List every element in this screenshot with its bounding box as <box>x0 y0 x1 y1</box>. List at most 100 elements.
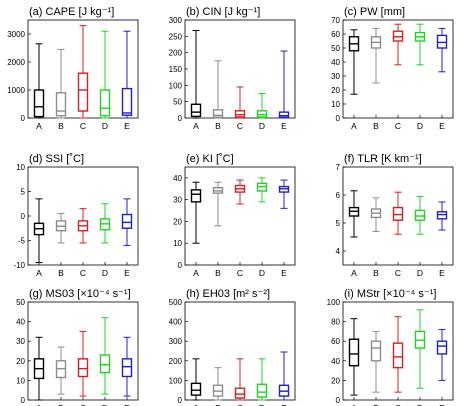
panel-title: (b) CIN [J kg⁻¹] <box>186 6 260 18</box>
box-B: B <box>55 213 67 278</box>
y-tick-label: 500 <box>169 298 183 307</box>
box-A: A <box>33 198 45 278</box>
category-label: C <box>237 268 243 278</box>
box-D: D <box>256 358 268 406</box>
y-tick-label: 5 <box>336 219 341 228</box>
box-B: B <box>55 346 67 406</box>
y-tick-label: 10 <box>16 163 25 172</box>
box-B: B <box>212 181 224 278</box>
box-A: A <box>190 358 202 406</box>
iqr-box <box>234 110 246 118</box>
iqr-box <box>256 110 268 118</box>
category-label: D <box>417 403 423 406</box>
category-label: C <box>237 121 243 131</box>
category-label: B <box>215 268 221 278</box>
box-A: A <box>348 318 360 406</box>
box-C: C <box>234 179 246 278</box>
box-A: A <box>190 29 202 131</box>
iqr-box <box>121 87 133 116</box>
category-label: B <box>373 403 379 406</box>
y-tick-label: 40 <box>331 58 340 67</box>
category-label: C <box>395 403 401 406</box>
iqr-box <box>99 89 111 117</box>
y-tick-label: 100 <box>169 81 183 90</box>
box-B: B <box>212 367 224 406</box>
y-tick-label: -10 <box>13 261 25 270</box>
y-tick-label: 200 <box>169 357 183 366</box>
y-tick-label: 10 <box>173 239 182 248</box>
y-tick-label: 2000 <box>7 58 25 67</box>
iqr-box <box>234 387 246 399</box>
y-tick-label: 250 <box>169 32 183 41</box>
y-tick-label: 0 <box>178 114 183 123</box>
panel-6: (f) TLR [K km⁻¹] 4 5 6 7 A B C D E <box>336 153 454 278</box>
panel-title: (a) CAPE [J kg⁻¹] <box>29 6 114 18</box>
category-label: C <box>237 403 243 406</box>
panel-title: (i) MStr [×10⁻⁴ s⁻¹] <box>344 288 436 300</box>
category-label: D <box>259 121 265 131</box>
category-label: E <box>124 121 130 131</box>
y-tick-label: 30 <box>16 337 25 346</box>
y-tick-label: 0 <box>178 261 183 270</box>
category-label: D <box>102 121 108 131</box>
box-D: D <box>414 23 426 131</box>
box-A: A <box>348 190 360 278</box>
box-C: C <box>77 330 89 406</box>
y-tick-label: 0 <box>21 396 26 405</box>
y-tick-label: 6 <box>336 191 341 200</box>
iqr-box <box>121 213 133 229</box>
category-label: E <box>281 268 287 278</box>
category-label: D <box>102 403 108 406</box>
y-tick-label: 3000 <box>7 30 25 39</box>
category-label: E <box>281 121 287 131</box>
iqr-box <box>77 358 89 378</box>
category-label: D <box>102 268 108 278</box>
y-tick-label: -5 <box>18 237 26 246</box>
category-label: A <box>36 121 42 131</box>
y-tick-label: 10 <box>16 376 25 385</box>
category-label: C <box>80 121 86 131</box>
box-C: C <box>392 23 404 131</box>
box-E: E <box>121 336 133 406</box>
y-tick-label: 0 <box>21 114 26 123</box>
category-label: C <box>395 121 401 131</box>
y-tick-label: 10 <box>331 100 340 109</box>
iqr-box <box>278 111 290 119</box>
category-label: D <box>417 121 423 131</box>
box-E: E <box>278 50 290 131</box>
iqr-box <box>55 92 67 117</box>
y-tick-label: 150 <box>169 65 183 74</box>
box-A: A <box>348 29 360 131</box>
y-tick-label: 100 <box>169 376 183 385</box>
y-tick-label: 0 <box>178 396 183 405</box>
box-E: E <box>278 179 290 278</box>
y-tick-label: 300 <box>169 16 183 25</box>
iqr-box <box>370 340 382 362</box>
panel-title: (f) TLR [K km⁻¹] <box>344 153 422 165</box>
category-label: A <box>193 121 199 131</box>
panel-3: (c) PW [mm] 0 10 20 30 40 50 60 70 A B C D E <box>331 6 454 131</box>
iqr-box <box>436 340 448 355</box>
box-C: C <box>77 25 89 131</box>
iqr-box <box>99 354 111 374</box>
box-E: E <box>436 328 448 406</box>
panel-4: (d) SSI [˚C] -10 -5 0 5 10 A B C D E <box>13 153 139 278</box>
box-E: E <box>436 27 448 131</box>
box-D: D <box>99 317 111 406</box>
y-tick-label: 50 <box>173 98 182 107</box>
y-tick-label: 0 <box>336 396 341 405</box>
y-tick-label: 20 <box>16 357 25 366</box>
category-label: B <box>373 268 379 278</box>
y-tick-label: 60 <box>331 30 340 39</box>
box-C: C <box>392 191 404 278</box>
box-B: B <box>370 197 382 278</box>
panel-title: (d) SSI [˚C] <box>29 153 84 165</box>
panel-title: (e) KI [˚C] <box>186 153 234 165</box>
box-E: E <box>121 30 133 131</box>
category-label: E <box>124 268 130 278</box>
y-tick-label: 70 <box>331 16 340 25</box>
category-label: A <box>351 403 357 406</box>
category-label: C <box>395 268 401 278</box>
y-tick-label: 1000 <box>7 86 25 95</box>
iqr-box <box>414 209 426 221</box>
